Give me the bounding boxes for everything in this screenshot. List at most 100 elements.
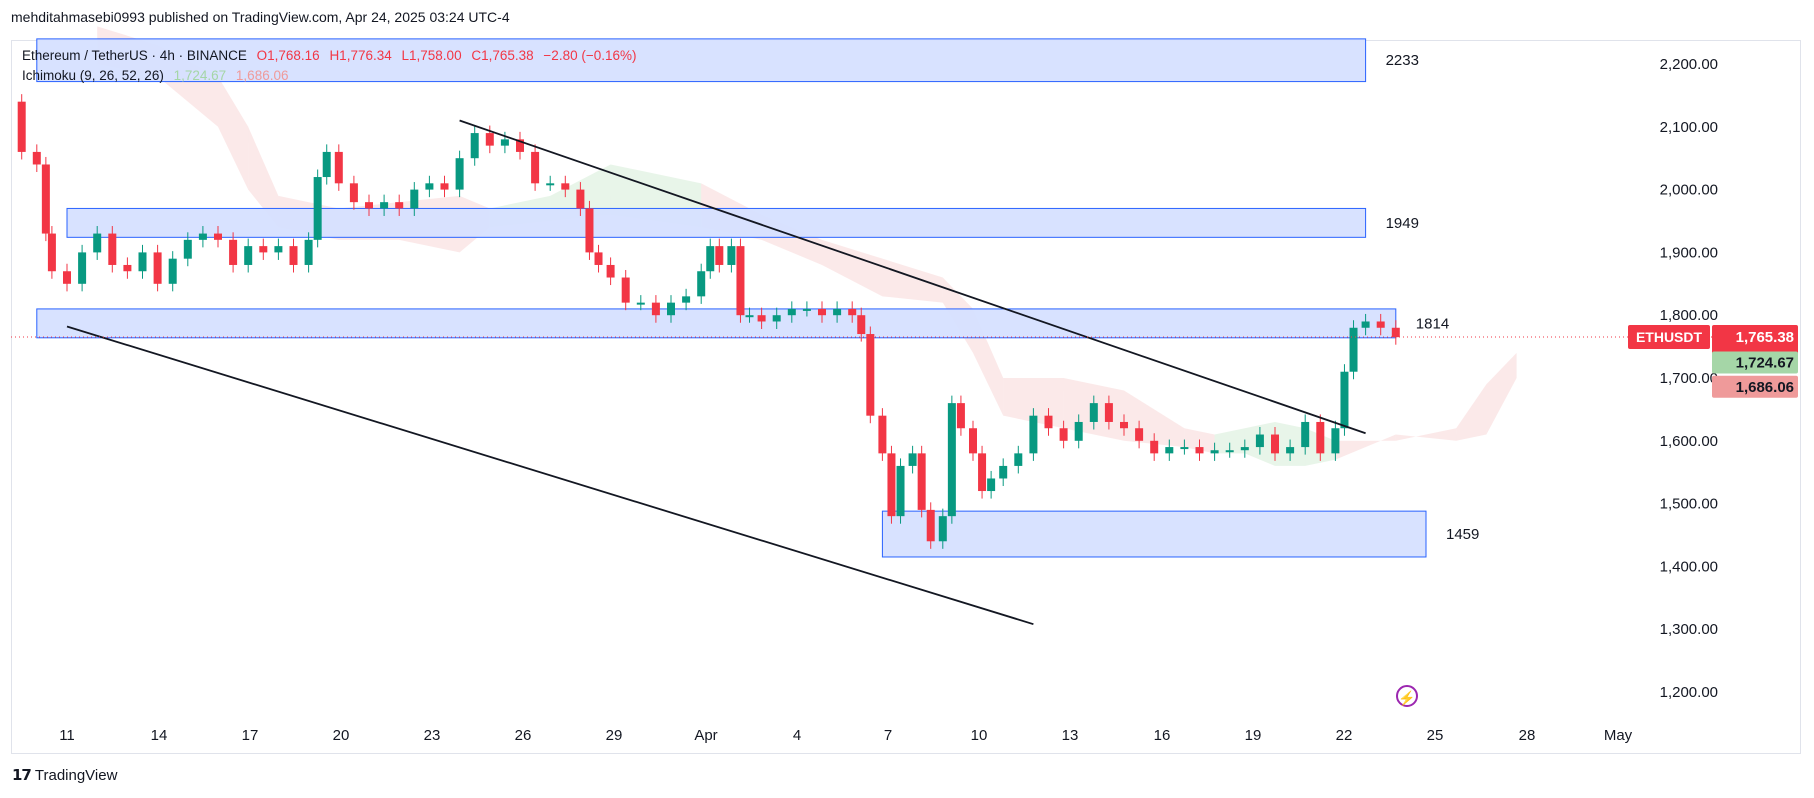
candle-body: [244, 246, 253, 265]
candle-body: [594, 252, 603, 265]
candle-body: [736, 246, 745, 316]
ichimoku-cloud-segment: [822, 239, 883, 297]
candle-body: [917, 453, 926, 510]
candle-body: [485, 133, 494, 146]
symbol-tag-bg: [1628, 324, 1710, 349]
candle-body: [168, 258, 177, 284]
candle-body: [380, 202, 389, 209]
candle-body: [987, 478, 996, 492]
footer-brand-text: TradingView: [34, 766, 118, 784]
candle-body: [1165, 447, 1174, 454]
candle-body: [727, 246, 736, 265]
candle-body: [153, 252, 162, 284]
candle-body: [229, 239, 238, 265]
zone-2233: [36, 38, 1367, 83]
y-tick-label: 1,500.00: [1660, 496, 1718, 513]
candle-body: [274, 246, 283, 253]
candle-body: [516, 139, 524, 152]
ichimoku-cloud-segment: [1335, 434, 1396, 460]
candle-body: [896, 465, 905, 517]
candle-body: [313, 177, 322, 240]
legend-indicator[interactable]: Ichimoku (9, 26, 52, 26): [22, 68, 164, 83]
ichimoku-cloud-segment: [248, 126, 279, 228]
candle-body: [500, 139, 509, 146]
candle-body: [1271, 434, 1279, 454]
candle-body: [757, 315, 766, 322]
legend-symbol-row: Ethereum / TetherUS · 4h · BINANCE O1,76…: [22, 46, 643, 66]
y-tick-label: 1,700.00: [1660, 370, 1718, 387]
publish-credit: mehditahmasebi0993 published on TradingV…: [11, 9, 510, 25]
zone-label-1814: 1814: [1416, 315, 1449, 332]
candle-body: [1089, 403, 1098, 422]
candle-body: [395, 202, 404, 209]
candle-body: [531, 151, 540, 184]
ichimoku-cloud-segment: [1456, 384, 1487, 441]
ichimoku-cloud-segment: [1486, 352, 1517, 435]
candle-body: [606, 264, 615, 278]
candle-body: [1301, 421, 1310, 448]
footer-branding[interactable]: 𝟭𝟳 TradingView: [12, 766, 118, 785]
candle-body: [1255, 434, 1264, 448]
candle-body: [17, 101, 26, 152]
candle-body: [1029, 415, 1038, 454]
zone-1814: [36, 308, 1397, 339]
candle-body: [334, 151, 343, 184]
candle-body: [706, 246, 715, 272]
cloud-b-tag: 1,686.06: [1736, 379, 1794, 396]
ichimoku-cloud-segment: [882, 258, 943, 303]
legend-low: L1,758.00: [401, 48, 462, 63]
candle-body: [349, 183, 358, 203]
candle-body: [546, 183, 555, 186]
symbol-tag: ETHUSDT: [1636, 329, 1703, 345]
candle-body: [1210, 450, 1219, 454]
candle-body: [636, 302, 645, 305]
zone-label-1459: 1459: [1446, 526, 1479, 543]
trendline-lower: [66, 325, 1034, 626]
ichimoku-cloud-segment: [1395, 428, 1457, 441]
candle-body: [1225, 450, 1234, 453]
zone-1949: [66, 207, 1367, 238]
x-tick-label: 4: [793, 727, 801, 744]
candle-body: [138, 252, 147, 272]
x-tick-label: 17: [242, 727, 259, 744]
last-price-tag: 1,765.38: [1736, 329, 1794, 346]
candle-body: [183, 239, 192, 259]
flash-icon[interactable]: ⚡: [1396, 685, 1418, 707]
y-tick-label: 2,000.00: [1660, 182, 1718, 199]
candle-body: [63, 271, 71, 284]
x-tick-label: 22: [1336, 727, 1353, 744]
zone-label-1949: 1949: [1386, 215, 1419, 232]
candle-body: [576, 189, 585, 209]
candle-body: [787, 308, 796, 316]
candle-body: [1150, 440, 1159, 454]
candle-body: [214, 233, 222, 240]
chart-legend: Ethereum / TetherUS · 4h · BINANCE O1,76…: [22, 46, 643, 86]
legend-symbol[interactable]: Ethereum / TetherUS · 4h · BINANCE: [22, 48, 247, 63]
candle-body: [667, 302, 675, 316]
zone-label-2233: 2233: [1386, 52, 1419, 69]
legend-high: H1,776.34: [329, 48, 392, 63]
y-tick-label: 1,400.00: [1660, 558, 1718, 575]
candle-body: [1120, 421, 1128, 429]
candle-body: [1286, 447, 1295, 454]
ichimoku-cloud-segment: [1214, 428, 1245, 454]
candle-body: [938, 516, 947, 542]
candle-body: [745, 315, 754, 318]
candle-body: [1331, 428, 1340, 454]
candle-body: [969, 428, 977, 454]
candle-body: [682, 296, 691, 303]
x-tick-label: 14: [151, 727, 168, 744]
candle-body: [1240, 447, 1249, 451]
candle-body: [1014, 453, 1023, 466]
x-tick-label: 10: [971, 727, 988, 744]
candle-body: [999, 465, 1008, 479]
candle-body: [833, 308, 842, 316]
candle-body: [198, 233, 207, 240]
x-tick-label: 16: [1154, 727, 1171, 744]
candle-body: [1376, 321, 1385, 328]
cloud-a-tag-bg: [1712, 351, 1798, 374]
legend-indicator-row: Ichimoku (9, 26, 52, 26) 1,724.67 1,686.…: [22, 66, 643, 86]
candle-body: [108, 233, 117, 265]
x-tick-label: May: [1604, 727, 1633, 744]
